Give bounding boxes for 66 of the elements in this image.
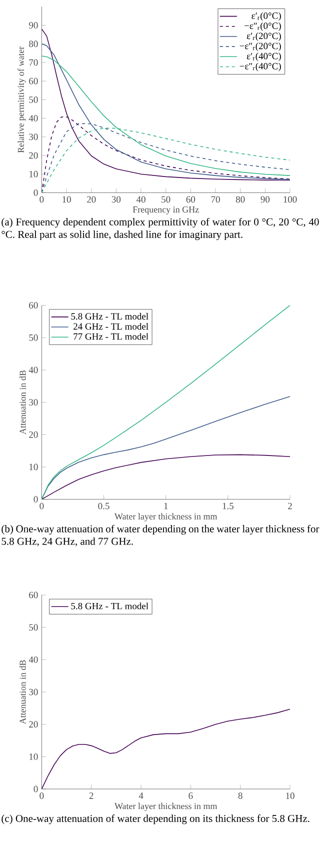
y-tick-label: 40 <box>28 656 38 663</box>
legend-label: −ε″$_{r}$(40°C) <box>240 62 281 72</box>
y-tick-label: 60 <box>29 78 38 84</box>
x-tick-label: 20 <box>87 196 96 203</box>
y-tick-label: 20 <box>29 152 38 159</box>
y-tick-label: 10 <box>30 753 38 760</box>
legend-label: 77 GHz - TL model <box>74 333 148 340</box>
x-tick-label: 0.5 <box>98 502 110 510</box>
text: (c) One-way attenuation of water depending on its thickness for 5.8 GHz. <box>2 814 310 824</box>
x-tick-label: 40 <box>136 196 146 203</box>
x-axis-title: Water layer thickness in mm <box>114 802 218 811</box>
y-tick-label: 0 <box>34 189 38 196</box>
y-tick-label: 10 <box>30 170 38 178</box>
x-tick-label: 10 <box>62 196 71 203</box>
y-axis-title: Attenuation in dB <box>19 660 26 724</box>
x-tick-label: 30 <box>112 196 121 203</box>
x-tick-label: 8 <box>238 792 242 799</box>
y-tick-label: 50 <box>29 334 38 341</box>
y-tick-label: 0 <box>34 496 38 502</box>
x-tick-label: 1.5 <box>222 502 234 510</box>
x-tick-label: 10 <box>286 792 294 799</box>
legend-label: ε′$_{r}$(40°C) <box>246 52 281 62</box>
x-tick-label: 2 <box>89 792 94 799</box>
x-tick-label: 60 <box>186 196 196 203</box>
y-tick-label: 50 <box>29 624 38 631</box>
y-tick-label: 20 <box>29 431 38 438</box>
y-tick-label: 30 <box>29 134 38 140</box>
x-axis-title: Frequency in GHz <box>132 206 199 214</box>
x-tick-label: 0 <box>40 196 44 203</box>
legend-label: 24 GHz - TL model <box>74 322 148 330</box>
x-tick-label: 1 <box>164 502 168 510</box>
x-tick-label: 80 <box>236 196 245 203</box>
y-tick-label: 20 <box>29 721 38 728</box>
y-tick-label: 60 <box>29 302 38 309</box>
text: (a) Frequency dependent complex permittivity of water for 0 °C, 20 °C, 40 °C. Real part as solid line, dashed line for imaginary part. <box>2 218 319 240</box>
y-tick-label: 70 <box>29 59 38 66</box>
y-tick-label: 10 <box>30 464 38 470</box>
y-tick-label: 40 <box>28 115 38 122</box>
x-tick-label: 6 <box>188 792 193 799</box>
x-tick-label: 0 <box>40 502 44 510</box>
y-tick-label: 90 <box>28 22 38 28</box>
x-tick-label: 4 <box>138 792 144 799</box>
y-tick-label: 0 <box>34 786 38 792</box>
x-tick-label: 50 <box>162 196 170 203</box>
y-tick-label: 50 <box>29 96 38 103</box>
legend-label: ε′$_{r}$(0°C) <box>252 12 281 21</box>
x-tick-label: 2 <box>288 502 292 510</box>
legend-label: −ε″$_{r}$(20°C) <box>240 42 281 52</box>
legend-label: 5.8 GHz - TL model <box>71 602 148 610</box>
x-tick-label: 100 <box>284 196 297 203</box>
y-tick-label: 30 <box>29 688 38 696</box>
legend-label: 5.8 GHz - TL model <box>71 312 148 320</box>
y-tick-label: 60 <box>29 592 38 598</box>
y-tick-label: 30 <box>29 399 38 406</box>
y-tick-label: 80 <box>29 40 38 48</box>
x-axis-title: Water layer thickness in mm <box>114 513 218 522</box>
legend-label: ε′$_{r}$(20°C) <box>246 32 281 42</box>
y-tick-label: 40 <box>28 366 38 374</box>
legend-label: −ε″$_{r}$(0°C) <box>244 22 281 31</box>
x-tick-label: 0 <box>40 792 44 799</box>
text: (b) One-way attenuation of water depending on the water layer thickness for 5.8 GHz, 24 GHz, and 77 GHz. <box>2 524 320 546</box>
x-tick-label: 70 <box>211 196 220 203</box>
y-axis-title: Attenuation in dB <box>19 370 26 434</box>
y-axis-title: Relative permittivity of water <box>18 46 26 153</box>
x-tick-label: 90 <box>260 196 270 203</box>
line-series <box>42 305 290 500</box>
